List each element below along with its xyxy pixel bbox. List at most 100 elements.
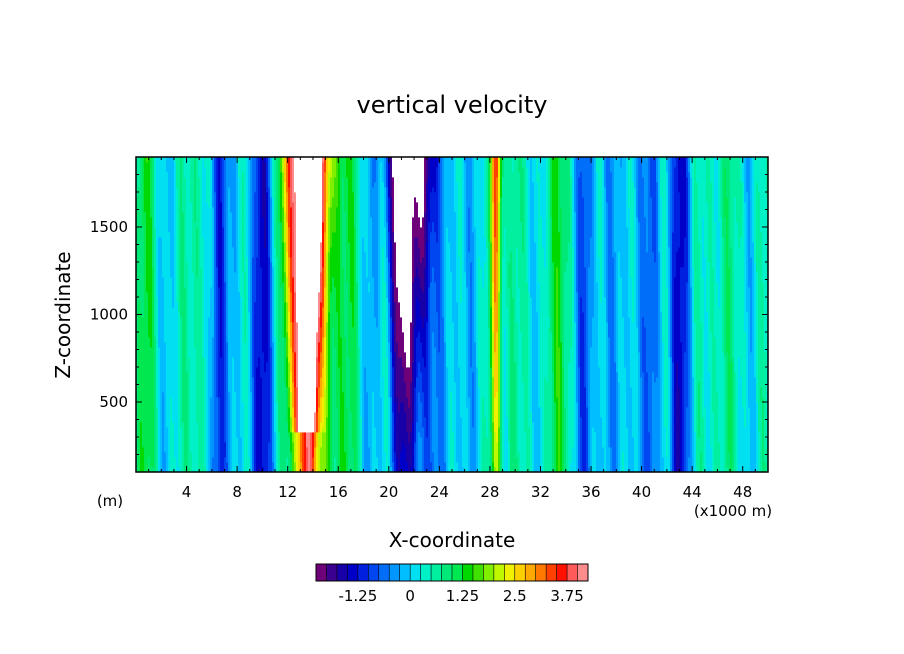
heatmap-cell [438,452,445,458]
heatmap-cell [478,377,489,383]
heatmap-cell [690,437,693,443]
heatmap-cell [256,402,263,408]
heatmap-cell [694,432,697,438]
heatmap-cell [416,427,425,433]
heatmap-cell [328,452,331,458]
heatmap-cell [610,342,615,348]
heatmap-cell [446,352,455,358]
heatmap-cell [528,392,531,398]
heatmap-cell [220,437,225,443]
heatmap-cell [668,422,671,428]
heatmap-cell [688,392,691,398]
heatmap-cell [500,462,503,468]
heatmap-cell [710,412,715,418]
heatmap-cell [710,392,713,398]
heatmap-cell [498,467,501,472]
heatmap-cell [734,362,739,368]
heatmap-cell [662,382,665,388]
heatmap-cell [438,432,445,438]
heatmap-cell [700,382,703,388]
heatmap-cell [746,397,749,403]
heatmap-cell [682,467,685,472]
heatmap-cell [372,402,375,408]
heatmap-cell [212,372,215,378]
heatmap-cell [382,427,385,433]
heatmap-cell [292,397,295,403]
heatmap-cell [232,442,239,448]
heatmap-cell [242,347,249,353]
heatmap-cell [758,447,761,453]
heatmap-cell [322,342,325,348]
heatmap-cell [204,377,207,383]
heatmap-cell [162,437,165,443]
heatmap-cell [610,407,617,413]
heatmap-cell [414,402,417,408]
heatmap-cell [414,412,417,418]
heatmap-cell [182,387,189,393]
heatmap-cell [756,447,759,453]
heatmap-cell [210,422,215,428]
heatmap-cell [318,437,323,443]
heatmap-cell [610,457,613,463]
heatmap-cell [154,347,157,353]
heatmap-cell [724,407,727,413]
heatmap-cell [500,422,503,428]
heatmap-cell [258,467,261,472]
heatmap-cell [414,427,417,433]
heatmap-cell [228,447,231,453]
heatmap-cell [610,422,617,428]
heatmap-cell [606,402,609,408]
heatmap-cell [554,357,557,363]
heatmap-cell [510,457,519,463]
heatmap-cell [610,352,615,358]
heatmap-cell [384,412,389,418]
heatmap-cell [162,432,165,438]
heatmap-cell [228,362,233,368]
heatmap-cell [618,382,621,388]
heatmap-cell [294,382,297,388]
heatmap-cell [214,377,217,383]
heatmap-cell [608,442,611,448]
heatmap-cell [702,352,705,358]
heatmap-cell [346,457,349,463]
heatmap-cell [256,397,263,403]
heatmap-cell [318,377,321,383]
heatmap-cell [750,457,757,463]
heatmap-cell [180,422,185,428]
heatmap-cell [276,452,279,458]
heatmap-cell [478,442,481,448]
heatmap-cell [582,462,587,468]
heatmap-cell [642,447,645,453]
heatmap-cell [228,402,231,408]
heatmap-cell [276,342,279,348]
heatmap-cell [276,432,279,438]
heatmap-cell [428,352,431,358]
heatmap-cell [328,447,331,453]
heatmap-cell [494,442,499,448]
heatmap-cell [726,427,729,433]
heatmap-cell [468,452,471,458]
heatmap-cell [278,362,285,368]
heatmap-cell [500,347,503,353]
heatmap-cell [544,447,553,453]
heatmap-cell [394,462,397,468]
heatmap-cell [540,387,545,393]
heatmap-cell [252,447,255,453]
heatmap-cell [178,372,181,378]
heatmap-cell [508,442,511,448]
heatmap-cell [274,412,277,418]
heatmap-cell [296,402,299,408]
heatmap-cell [330,407,333,413]
heatmap-cell [262,437,271,443]
heatmap-cell [338,407,341,413]
heatmap-cell [538,377,541,383]
heatmap-cell [590,382,601,388]
heatmap-cell [154,362,157,368]
heatmap-cell [340,367,343,373]
heatmap-cell [226,357,229,363]
heatmap-cell [392,347,395,353]
heatmap-cell [560,412,563,418]
heatmap-cell [610,437,617,443]
heatmap-cell [674,432,677,438]
heatmap-cell [580,447,583,453]
